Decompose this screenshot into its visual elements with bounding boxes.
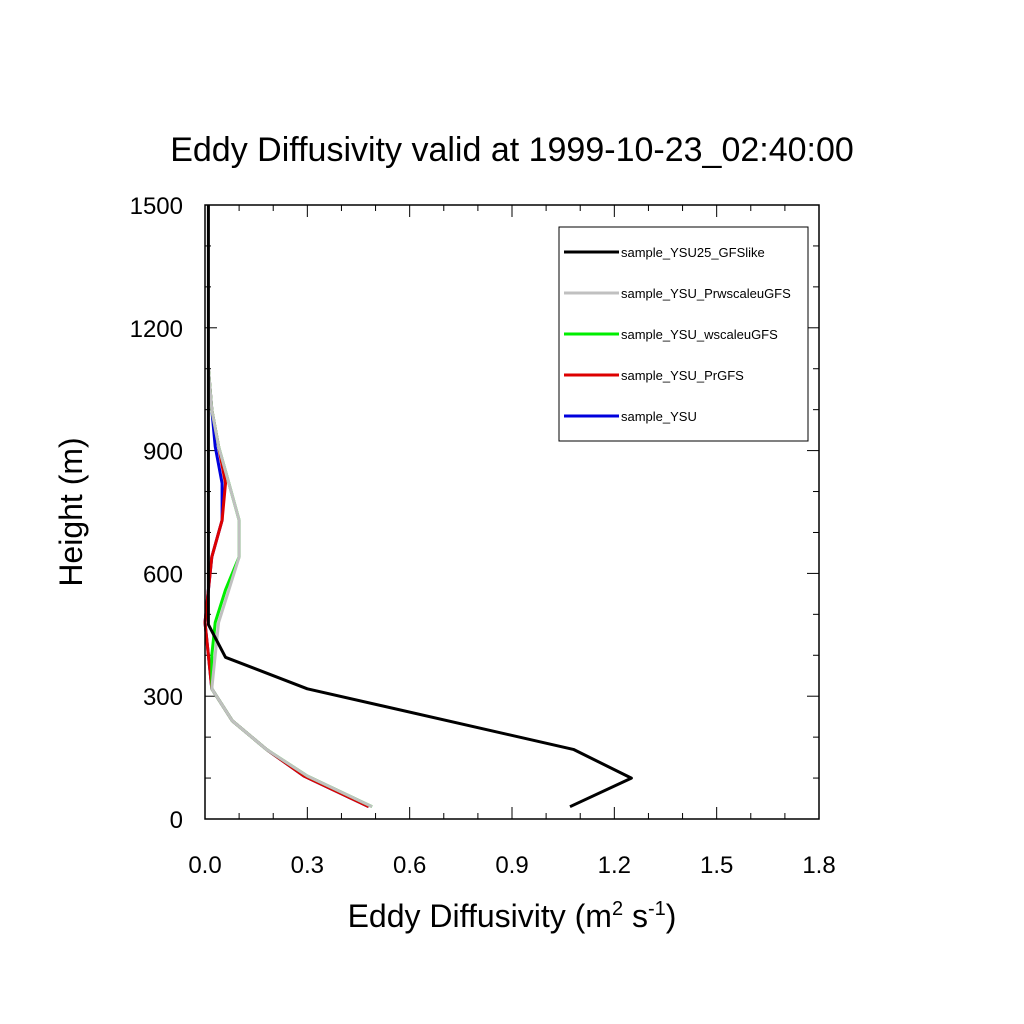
y-tick-label: 600	[143, 561, 183, 588]
y-tick-label: 900	[143, 439, 183, 466]
y-axis-label: Height (m)	[53, 437, 89, 586]
x-tick-label: 0.6	[393, 852, 426, 879]
legend: sample_YSU25_GFSlike sample_YSU_Prwscaleu…	[558, 226, 809, 442]
legend-label: sample_YSU_wscaleuGFS	[621, 327, 778, 342]
axis-ticks: 0.0 0.3 0.6 0.9 1.2 1.5 1.8 0 300 600 900 1200 1500	[130, 193, 836, 879]
chart-title: Eddy Diffusivity valid at 1999-10-23_02:…	[170, 131, 854, 169]
series-line-sample_YSU25_GFSlike	[206, 205, 633, 809]
legend-label: sample_YSU_PrwscaleuGFS	[621, 286, 791, 301]
legend-label: sample_YSU	[621, 409, 697, 424]
x-axis-label: Eddy Diffusivity (m2 s-1)	[348, 898, 677, 934]
y-tick-label: 300	[143, 684, 183, 711]
x-tick-label: 0.3	[291, 852, 324, 879]
x-axis-label-sup1: 2	[612, 898, 623, 920]
legend-label: sample_YSU_PrGFS	[621, 368, 744, 383]
plot-frame	[204, 204, 820, 820]
y-tick-label: 1200	[130, 316, 183, 343]
x-tick-label: 0.0	[188, 852, 221, 879]
series-line-sample_YSU_PrwscaleuGFS	[206, 368, 373, 809]
x-axis-label-end: )	[666, 898, 677, 934]
y-tick-label: 1500	[130, 193, 183, 220]
x-axis-label-sup2: -1	[648, 898, 666, 920]
x-tick-label: 1.5	[700, 852, 733, 879]
x-axis-label-base: Eddy Diffusivity (m	[348, 898, 612, 934]
x-tick-label: 1.2	[598, 852, 631, 879]
x-axis-label-mid: s	[623, 898, 648, 934]
x-tick-label: 0.9	[495, 852, 528, 879]
series-line-sample_YSU_wscaleuGFS	[206, 368, 373, 809]
x-tick-label: 1.8	[802, 852, 835, 879]
data-series	[203, 205, 633, 809]
y-tick-label: 0	[170, 807, 183, 834]
legend-label: sample_YSU25_GFSlike	[621, 245, 765, 260]
